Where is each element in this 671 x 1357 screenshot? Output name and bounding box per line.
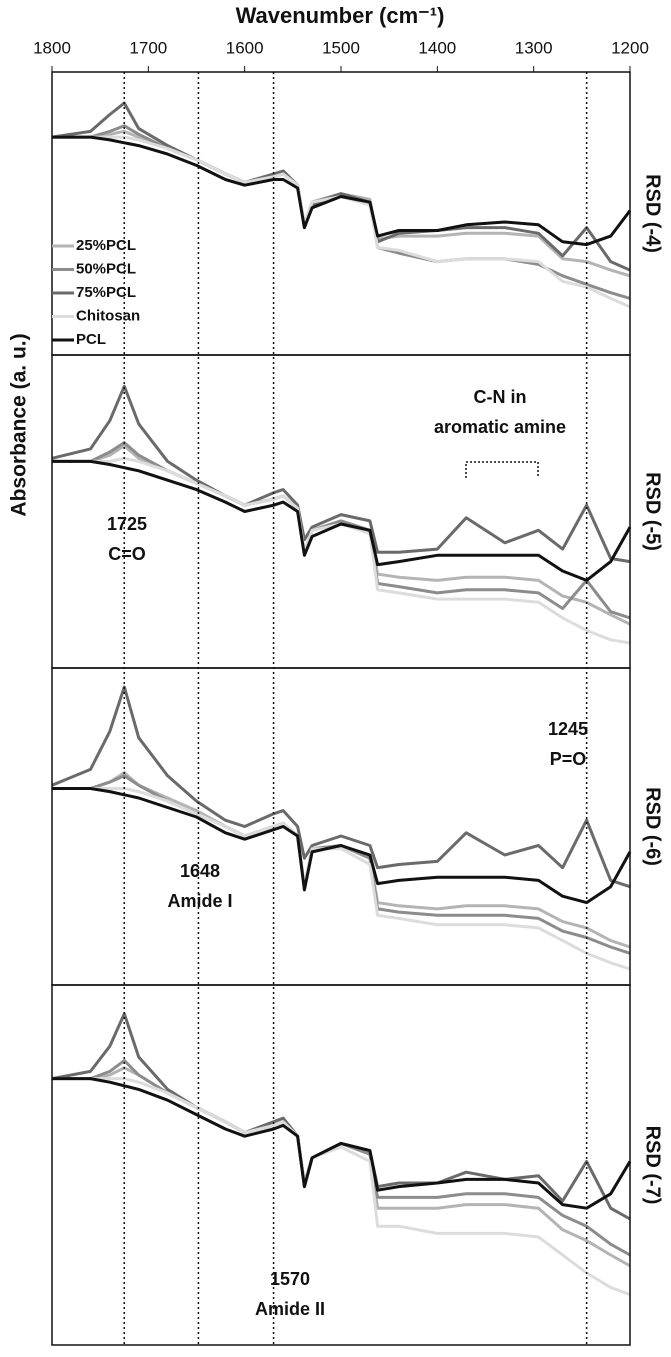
spectrum-line: [51, 685, 631, 889]
spectrum-line: [52, 1066, 631, 1268]
annotation: Amide I: [167, 891, 232, 911]
annotation: 1570: [270, 1269, 310, 1289]
legend-label: Chitosan: [76, 307, 140, 324]
chart-title: Wavenumber (cm⁻¹): [236, 3, 445, 28]
annotation: P=O: [550, 749, 587, 769]
panel-label: RSD (-7): [642, 1126, 664, 1205]
bracket: [465, 461, 539, 478]
legend-label: 25%PCL: [76, 237, 136, 254]
panel-label: RSD (-6): [642, 787, 664, 866]
legend-label: 50%PCL: [76, 260, 136, 277]
spectrum-line: [52, 774, 631, 955]
spectrum-line: [52, 787, 631, 971]
annotation: Amide II: [255, 1299, 325, 1319]
x-tick-label: 1300: [515, 38, 553, 57]
spectrum-line: [52, 456, 631, 645]
spectrum-line: [52, 459, 632, 582]
x-tick-label: 1500: [322, 38, 360, 57]
spectrum-line: [52, 124, 631, 300]
spectrum-line: [52, 787, 632, 905]
panel-frame: [51, 354, 631, 669]
x-tick-label: 1600: [226, 38, 264, 57]
y-axis-label: Absorbance (a. u.): [8, 333, 31, 516]
panel-label: RSD (-4): [642, 174, 664, 253]
spectrum-line: [52, 135, 631, 309]
annotation: aromatic amine: [434, 417, 566, 437]
panel-frame: [51, 667, 631, 986]
annotation: 1648: [180, 861, 220, 881]
spectrum-line: [51, 101, 631, 272]
x-tick-label: 1200: [611, 38, 649, 57]
annotation: C=O: [108, 544, 146, 564]
spectrum-line: [52, 1077, 632, 1210]
legend-label: 75%PCL: [76, 284, 136, 301]
spectrum-line: [52, 135, 632, 247]
annotation: 1725: [107, 514, 147, 534]
annotation: 1245: [548, 719, 588, 739]
legend-label: PCL: [76, 331, 106, 348]
spectrum-line: [51, 384, 631, 564]
panel-label: RSD (-5): [642, 472, 664, 551]
x-tick-label: 1800: [33, 38, 71, 57]
x-tick-label: 1400: [418, 38, 456, 57]
spectrum-line: [52, 129, 631, 278]
annotation: C-N in: [474, 387, 527, 407]
x-tick-label: 1700: [129, 38, 167, 57]
panel-frame: [51, 984, 631, 1346]
